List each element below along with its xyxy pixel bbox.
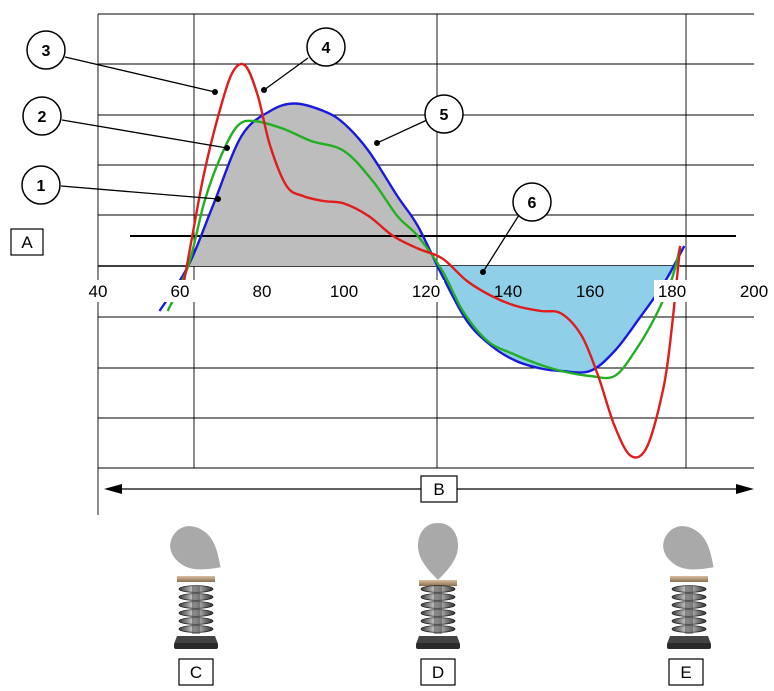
callout-dot-1 xyxy=(215,196,221,202)
label-box-b xyxy=(420,475,458,503)
callout-number-2: 2 xyxy=(38,109,47,126)
tick-label-bg xyxy=(80,280,116,302)
callout-dot-2 xyxy=(224,145,230,151)
x-tick-label: 60 xyxy=(171,282,190,301)
callout-dot-3 xyxy=(212,89,218,95)
callout-leader-5 xyxy=(376,119,428,144)
callout-circle-4 xyxy=(306,27,346,67)
shaded-area-positive xyxy=(186,103,439,271)
callout-leader-3 xyxy=(64,56,216,93)
curve-blue xyxy=(158,102,686,374)
shaded-area-negative xyxy=(438,266,681,373)
arrowhead-right xyxy=(736,484,754,494)
spring-cap xyxy=(670,576,708,582)
label-d: D xyxy=(432,663,444,682)
arrowhead-left xyxy=(104,484,122,494)
valve-spring-assembly xyxy=(170,526,221,649)
curve-green xyxy=(166,119,682,380)
valve-base xyxy=(416,636,460,644)
valve-base xyxy=(174,636,218,644)
label-box-a xyxy=(10,228,44,256)
label-box-e xyxy=(668,658,704,686)
callout-leader-6 xyxy=(482,214,520,273)
tick-label-bg xyxy=(244,280,280,302)
tick-label-bg xyxy=(162,280,198,302)
valve-spring-assembly xyxy=(416,523,460,649)
callout-number-1: 1 xyxy=(37,178,46,195)
x-tick-label: 200 xyxy=(740,282,768,301)
x-tick-label: 160 xyxy=(576,282,604,301)
label-a: A xyxy=(21,233,33,252)
callout-circle-5 xyxy=(424,94,464,134)
valve-spring-assembly xyxy=(663,526,714,649)
callout-dot-5 xyxy=(374,140,380,146)
callout-dot-4 xyxy=(261,87,267,93)
tick-label-bg xyxy=(654,280,690,302)
label-e: E xyxy=(680,663,691,682)
callout-number-6: 6 xyxy=(528,195,537,212)
tick-label-bg xyxy=(408,280,444,302)
callout-number-5: 5 xyxy=(440,107,449,124)
callout-leader-4 xyxy=(263,57,309,91)
callouts-group: 1 2 3 4 5 6 xyxy=(21,27,552,275)
label-b: B xyxy=(433,480,444,499)
callout-leader-1 xyxy=(60,185,219,200)
label-box-c xyxy=(178,658,214,686)
cam-lobe xyxy=(170,526,221,570)
curves-group xyxy=(158,62,686,459)
valve-illustrations xyxy=(170,523,714,649)
callout-circle-2 xyxy=(22,96,62,136)
callout-number-3: 3 xyxy=(42,43,51,60)
spring-cap xyxy=(419,580,457,586)
spring-cap xyxy=(177,576,215,582)
x-tick-label: 140 xyxy=(494,282,522,301)
x-tick-label: 100 xyxy=(330,282,358,301)
cam-lobe xyxy=(418,523,458,580)
callout-circle-6 xyxy=(512,182,552,222)
x-tick-label: 180 xyxy=(658,282,686,301)
cam-lobe xyxy=(663,526,714,570)
callout-circle-3 xyxy=(26,30,66,70)
callout-leader-2 xyxy=(61,119,228,149)
x-tick-label: 80 xyxy=(253,282,272,301)
curve-red xyxy=(182,62,682,459)
label-box-d xyxy=(420,658,456,686)
label-c: C xyxy=(190,663,202,682)
callout-number-4: 4 xyxy=(322,40,331,57)
x-tick-labels: 40 60 80 100 120 140 160 180 200 xyxy=(80,280,772,302)
tick-label-bg xyxy=(736,280,772,302)
callout-dot-6 xyxy=(480,269,486,275)
x-tick-label: 40 xyxy=(89,282,108,301)
callout-circle-1 xyxy=(21,165,61,205)
tick-label-bg xyxy=(326,280,362,302)
valve-base xyxy=(667,636,711,644)
x-tick-label: 120 xyxy=(412,282,440,301)
